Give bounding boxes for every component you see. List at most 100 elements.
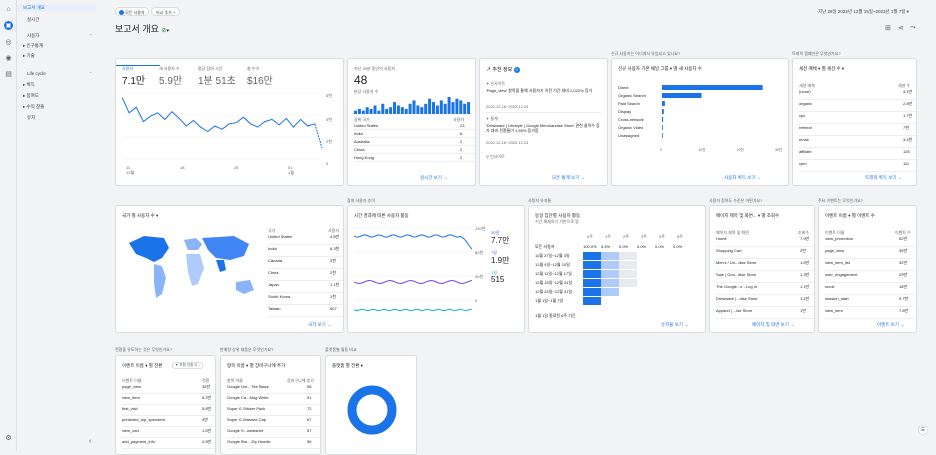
conversions-filter-chip[interactable]: ▼ 포함 전환 이... <box>172 362 203 369</box>
row-divider <box>227 393 321 394</box>
view-acquisition-link[interactable]: 사용자 획득 보기 → <box>724 175 761 181</box>
nav-item-realtime[interactable]: 실시간 <box>27 16 39 24</box>
date-range-picker[interactable]: 지난 28일 2022년 12월 15일~2023년 1월 7일 ▾ <box>818 9 909 15</box>
kpi-point <box>157 113 158 114</box>
kpi-point <box>143 121 144 122</box>
map-title[interactable]: 국가 별 사용자 수 ▾ <box>122 213 158 219</box>
conversions-title[interactable]: 이벤트 이름 ▾ 별 전환 <box>122 363 162 369</box>
nav-item-engagement[interactable]: ▸ 참여도 <box>23 92 39 100</box>
table-row-value: 7천 <box>903 125 909 131</box>
row-divider <box>716 270 815 271</box>
realtime-bar <box>416 106 419 115</box>
cohort-cell <box>583 288 601 296</box>
divider <box>486 112 602 113</box>
row-divider <box>227 404 321 405</box>
table-row-label: add_payment_info <box>122 439 155 444</box>
customize-icon[interactable]: ⊞ <box>885 24 891 32</box>
table-row-label: United States <box>354 123 378 128</box>
home-icon[interactable]: ⌂ <box>4 5 13 14</box>
x-tick: 25 <box>234 165 238 170</box>
table-row-label: session_start <box>825 296 849 301</box>
nav-item-monetization[interactable]: ▸ 수익 창출 <box>23 103 44 111</box>
events-title[interactable]: 이벤트 이름 ▾ 별 이벤트 수 <box>825 213 875 219</box>
realtime-bar <box>409 104 412 114</box>
cohort-row-label: 1월 1일~1월 7일 <box>535 298 563 304</box>
table-row-label: Drinkware |...dise Store <box>716 296 758 301</box>
traffic-title[interactable]: 세션 매체 ▾ 별 세션 수 ▾ <box>799 66 844 72</box>
kpi-new-users-value: 5.9만 <box>159 72 182 87</box>
kpi-point <box>265 121 266 122</box>
view-retention-link[interactable]: 유지율 보기 → <box>661 322 689 328</box>
realtime-bar <box>370 109 373 114</box>
acquisition-title[interactable]: 신규 사용자 기본 채널 그룹 ▾ 별 새 사용자 수 <box>618 66 702 72</box>
nav-item-acquisition[interactable]: ▸ 획득 <box>23 81 35 89</box>
row-divider <box>122 426 216 427</box>
share-icon[interactable]: ⋖ <box>898 24 904 32</box>
table-row-label: Google Uni... Tee Black <box>227 384 269 389</box>
kpi-card: 사용자 7.1만 새 사용자 수 5.9만 평균 참여 시간 1분 51초 총 … <box>115 58 344 186</box>
chevron-up-icon[interactable]: ⌃ <box>89 71 92 76</box>
chevron-up-icon[interactable]: ⌃ <box>89 33 92 38</box>
nav-item-user[interactable]: 사용자 <box>27 32 39 40</box>
row-divider <box>268 280 344 281</box>
realtime-bar <box>424 104 427 114</box>
chevron-down-icon[interactable]: ▾ <box>166 28 169 34</box>
table-row-value: 72 <box>307 406 311 411</box>
row-divider <box>227 437 321 438</box>
feedback-icon[interactable]: ☰ <box>918 425 928 435</box>
pages-title[interactable]: 페이지 제목 및 화면... ▾ 별 조회수 <box>716 213 810 219</box>
y-tick: 40천 <box>475 274 483 280</box>
acquisition-bar <box>662 85 763 90</box>
platform-title[interactable]: 플랫폼 별 전환 ▾ <box>332 363 363 369</box>
realtime-title: 지난 30분 동안의 사용자 <box>354 66 395 72</box>
view-traffic-link[interactable]: 트래픽 획득 보기 → <box>865 175 902 181</box>
items-title[interactable]: 항목 이름 ▾ 별 장바구니에 추가 <box>227 363 285 369</box>
view-all-insights-link[interactable]: 모든 통계 보기 → <box>552 175 585 181</box>
cohort-summary-cell: 0.0% <box>673 244 682 249</box>
table-row-value: 35만 <box>899 248 907 254</box>
nav-item-tech[interactable]: ▸ 기술 <box>23 52 35 60</box>
realtime-bar <box>459 100 462 114</box>
view-realtime-link[interactable]: 실시간 보기 → <box>420 175 448 181</box>
table-row-label: affiliate <box>799 149 812 154</box>
insight-text[interactable]: 'Drinkware | Lifestyle | Google Merchand… <box>486 123 602 133</box>
view-events-link[interactable]: 이벤트 보기 → <box>877 322 905 328</box>
insight-text[interactable]: 'Page_view' 항목을 통해 사용자가 이전 기간 대비 2,022% … <box>486 88 602 93</box>
world-map <box>124 228 264 308</box>
nav-item-overview[interactable]: 보고서 개요 <box>17 4 97 12</box>
nav-item-lifecycle[interactable]: Life cycle <box>27 70 46 78</box>
table-row-label: Super G Sticker Pack <box>227 406 265 411</box>
realtime-card: 지난 30분 동안의 사용자 48 분당 사용자 수 상위 국가 사용자 실시간… <box>347 58 476 186</box>
row-divider <box>799 123 917 124</box>
nav-item-demographics[interactable]: ▸ 인구통계 <box>23 42 43 50</box>
insights-card: ↗ 추천 정보 9 ✦ 인사이트 'Page_view' 항목을 통해 사용자가… <box>479 58 608 186</box>
segment-chip[interactable]: 모든 사용자 <box>115 7 149 16</box>
view-pages-link[interactable]: 페이지 및 화면 보기 → <box>752 322 795 328</box>
row-divider <box>799 159 917 160</box>
table-row-value: 2.8만 <box>903 101 912 107</box>
add-comparison-chip[interactable]: 비교 추가 + <box>151 7 180 16</box>
section-label: 판매량 상위 제품은 무엇인가요? <box>220 347 273 353</box>
insights-title: ↗ 추천 정보 9 <box>486 66 520 73</box>
explore-icon[interactable]: ◎ <box>4 37 13 46</box>
table-row-value: 23 <box>460 123 464 128</box>
library-icon[interactable]: ▤ <box>4 69 13 78</box>
section-label: 전환을 유도하는 것은 무엇인가요? <box>115 347 172 353</box>
view-countries-link[interactable]: 국가 보기 → <box>308 322 332 328</box>
kpi-series-line <box>122 97 315 131</box>
platform-card: 플랫폼 별 전환 ▾ <box>325 355 417 455</box>
nav-item-retention[interactable]: 유지 <box>27 114 35 122</box>
insights-icon[interactable]: ⤳ <box>910 24 916 32</box>
y-tick: 120천 <box>475 226 485 232</box>
kpi-point <box>286 118 287 119</box>
sparkle-icon: ✦ <box>486 81 489 86</box>
table-row-label: The Google...e - Log In <box>716 284 757 289</box>
chevron-left-icon[interactable]: ‹ <box>89 438 91 445</box>
advertising-icon[interactable]: ◉ <box>4 53 13 62</box>
table-row-value: 98 <box>307 384 311 389</box>
reports-icon[interactable]: ▣ <box>4 21 13 30</box>
table-row-label: Home <box>716 236 727 241</box>
table-row-label: Google Ca...Mug White <box>227 395 269 400</box>
realtime-bar <box>385 109 388 114</box>
settings-icon[interactable]: ⚙ <box>4 433 13 442</box>
